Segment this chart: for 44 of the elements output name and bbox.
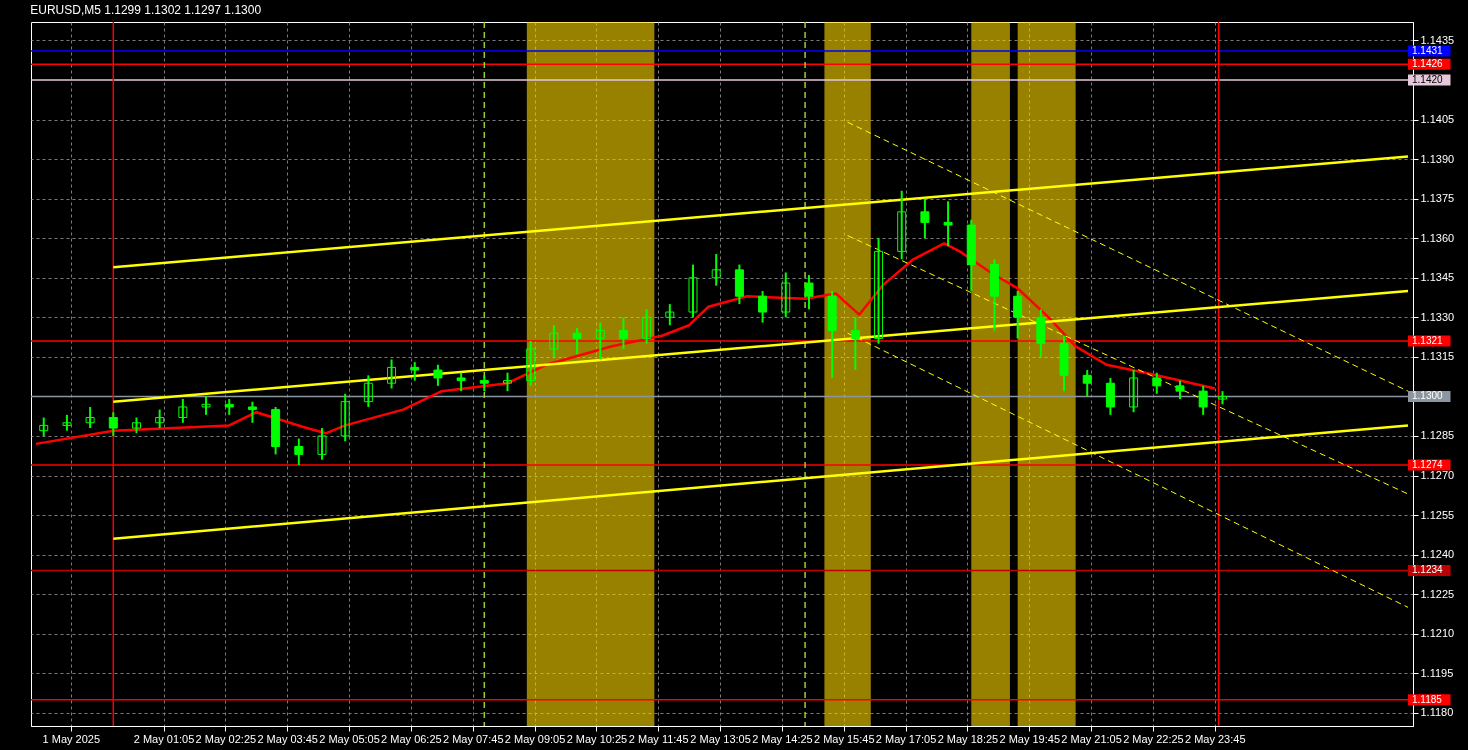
x-tick-label: 1 May 2025 <box>42 732 101 745</box>
ref-line-label: 1.1321 <box>1412 335 1444 347</box>
chart-title: EURUSD,M5 1.1299 1.1302 1.1297 1.1300 <box>30 3 262 18</box>
x-tick-label: 2 May 05:05 <box>319 732 380 745</box>
x-tick-label: 2 May 10:25 <box>566 732 628 745</box>
x-tick-label: 2 May 11:45 <box>628 732 689 745</box>
x-tick-label: 2 May 17:05 <box>875 732 937 745</box>
y-tick-label: 1.1210 <box>1420 627 1455 640</box>
x-tick-label: 2 May 01:05 <box>133 732 195 745</box>
y-tick-label: 1.1180 <box>1420 706 1454 719</box>
x-tick-label: 2 May 13:05 <box>690 732 751 745</box>
y-tick-label: 1.1360 <box>1420 231 1455 244</box>
y-tick-label: 1.1405 <box>1420 113 1455 126</box>
ref-line-label: 1.1234 <box>1412 564 1444 576</box>
ref-line-label: 1.1300 <box>1412 390 1444 402</box>
ref-line-label: 1.1274 <box>1412 458 1444 470</box>
x-tick-label: 2 May 03:45 <box>257 732 318 745</box>
ref-line-label: 1.1431 <box>1412 45 1444 56</box>
x-tick-label: 2 May 19:45 <box>999 732 1061 745</box>
y-tick-label: 1.1195 <box>1420 666 1454 679</box>
ref-line-label: 1.1185 <box>1412 693 1443 705</box>
x-tick-label: 2 May 09:05 <box>504 732 566 745</box>
y-tick-label: 1.1285 <box>1420 429 1455 442</box>
x-tick-label: 2 May 18:25 <box>937 732 999 745</box>
x-tick-label: 2 May 21:05 <box>1061 732 1122 745</box>
y-tick-label: 1.1375 <box>1420 192 1455 205</box>
x-tick-label: 2 May 02:25 <box>195 732 257 745</box>
y-tick-label: 1.1270 <box>1420 469 1455 482</box>
ref-line-label: 1.1420 <box>1412 74 1444 86</box>
y-tick-label: 1.1255 <box>1420 508 1455 521</box>
x-tick-label: 2 May 23:45 <box>1184 732 1246 745</box>
x-tick-label: 2 May 06:25 <box>381 732 442 745</box>
y-tick-label: 1.1345 <box>1420 271 1455 284</box>
y-tick-label: 1.1330 <box>1420 310 1455 323</box>
y-tick-label: 1.1225 <box>1420 587 1455 600</box>
y-tick-label: 1.1435 <box>1420 33 1455 46</box>
x-tick-label: 2 May 15:45 <box>813 732 875 745</box>
x-tick-label: 2 May 14:25 <box>752 732 813 745</box>
ref-line-label: 1.1426 <box>1412 58 1444 70</box>
y-tick-label: 1.1390 <box>1420 152 1455 165</box>
x-tick-label: 2 May 22:25 <box>1123 732 1184 745</box>
y-tick-label: 1.1240 <box>1420 548 1455 561</box>
y-tick-label: 1.1315 <box>1420 350 1455 363</box>
x-tick-label: 2 May 07:45 <box>442 732 504 745</box>
